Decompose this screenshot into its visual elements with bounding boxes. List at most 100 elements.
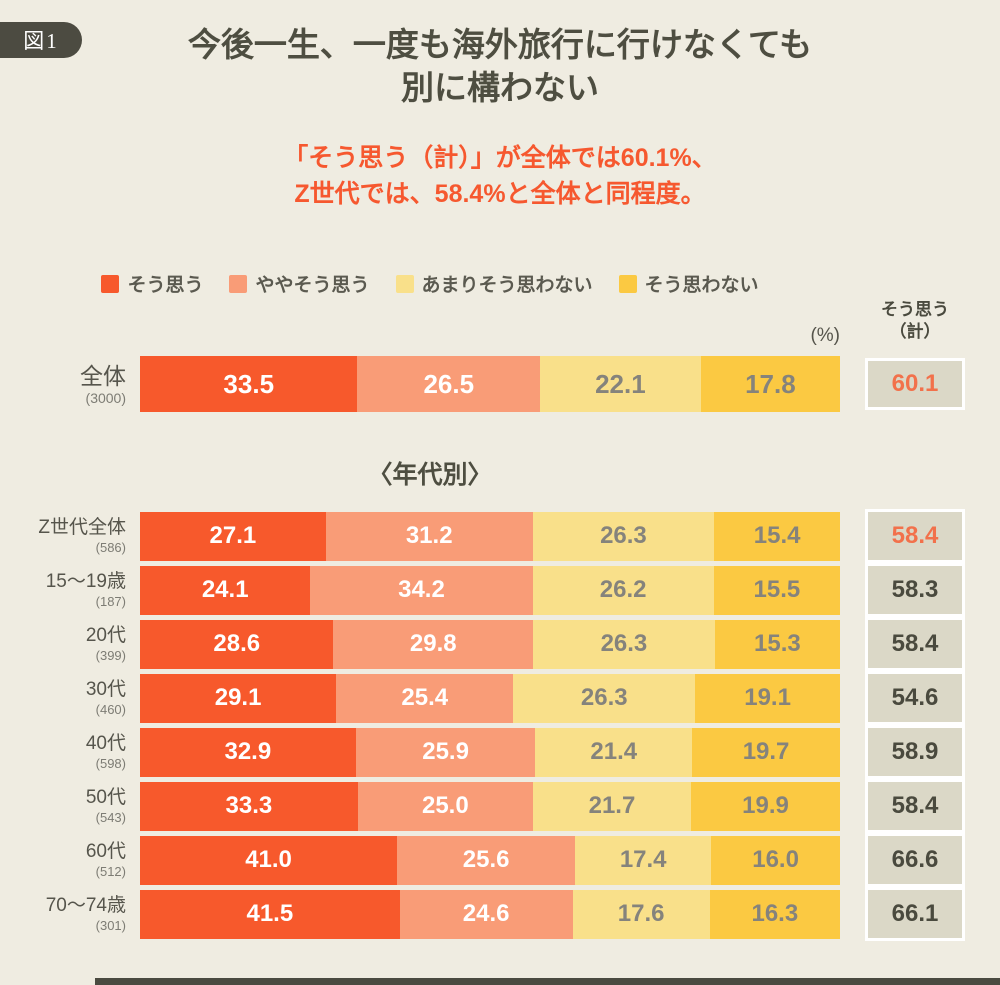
row-label-name: Z世代全体 [38,517,126,539]
row-label-count: (598) [95,756,126,772]
bar-segment-somewhat-agree: 29.8 [333,619,534,669]
total-value-box: 58.3 [865,563,965,618]
row-label: 50代 (543) [0,787,140,825]
stacked-bar: 28.6 29.8 26.3 15.3 [140,619,840,669]
total-value-box: 66.1 [865,887,965,942]
header-spacer [0,299,140,349]
legend-label: あまりそう思わない [421,275,593,297]
total-value-box: 60.1 [865,358,965,411]
row-label: 60代 (512) [0,841,140,879]
bar-segment-somewhat-agree: 25.0 [357,781,533,831]
total-value-box: 58.4 [865,617,965,672]
row-label: 30代 (460) [0,679,140,717]
stacked-bar: 27.1 31.2 26.3 15.4 [140,511,840,561]
figure-badge: 図1 [0,22,82,58]
stacked-bar: 33.5 26.5 22.1 17.8 [140,356,840,413]
bar-segment-agree: 32.9 [140,727,356,777]
row-label-count: (3000) [85,390,126,406]
bar-segment-somewhat-disagree: 17.6 [572,889,710,939]
bar-segment-somewhat-agree: 34.2 [310,565,533,615]
bar-segment-somewhat-agree: 31.2 [325,511,533,561]
stacked-bar: 24.1 34.2 26.2 15.5 [140,565,840,615]
legend-swatch-icon [101,274,120,293]
bar-segment-somewhat-disagree: 26.2 [532,565,714,615]
column-header-row: (%) そう思う （計） [0,299,1000,349]
bar-segment-somewhat-disagree: 17.4 [575,835,712,885]
total-value-box: 58.4 [865,509,965,564]
bar-segment-disagree: 15.4 [714,511,840,561]
chart-row-age: 60代 (512) 41.0 25.6 17.4 16.0 66.6 [0,833,1000,888]
footer-bar [95,978,1000,985]
row-label-name: 60代 [85,841,126,863]
row-label: Z世代全体 (586) [0,517,140,555]
legend-item-disagree: そう思わない [618,270,759,297]
bar-segment-disagree: 16.3 [709,889,841,939]
bar-segment-disagree: 17.8 [700,356,840,413]
bar-segment-agree: 24.1 [140,565,311,615]
row-label-count: (399) [95,648,126,664]
legend-swatch-icon [618,274,637,293]
chart-row-age: 50代 (543) 33.3 25.0 21.7 19.9 58.4 [0,779,1000,834]
row-label-name: 40代 [85,733,126,755]
row-label: 40代 (598) [0,733,140,771]
bar-segment-disagree: 19.9 [691,781,840,831]
unit-label: (%) [810,325,840,347]
bar-segment-somewhat-disagree: 21.4 [535,727,693,777]
bar-segment-agree: 29.1 [140,673,337,723]
overall-section: 全体 (3000) 33.5 26.5 22.1 17.8 60.1 [0,355,1000,413]
row-label: 15〜19歳 (187) [0,571,140,609]
bar-segment-somewhat-disagree: 22.1 [540,356,701,413]
legend-item-somewhat-disagree: あまりそう思わない [395,270,593,297]
stacked-bar: 41.5 24.6 17.6 16.3 [140,889,841,939]
bar-segment-agree: 41.5 [140,889,400,939]
legend-item-agree: そう思う [101,270,203,297]
bar-segment-agree: 33.5 [140,356,358,413]
chart-row-age: Z世代全体 (586) 27.1 31.2 26.3 15.4 58.4 [0,509,1000,564]
bar-segment-disagree: 19.1 [695,673,841,723]
legend-swatch-icon [395,274,414,293]
bar-segment-somewhat-agree: 25.6 [397,835,576,885]
chart-row-age: 20代 (399) 28.6 29.8 26.3 15.3 58.4 [0,617,1000,672]
bar-segment-disagree: 16.0 [711,835,840,885]
row-label-count: (586) [95,540,126,556]
row-label-name: 全体 [80,362,126,389]
bar-segment-somewhat-disagree: 26.3 [532,511,715,561]
title-line-1: 今後一生、一度も海外旅行に行けなくても [187,26,813,63]
chart-row-age: 15〜19歳 (187) 24.1 34.2 26.2 15.5 58.3 [0,563,1000,618]
section-header: 〈年代別〉 [367,461,493,490]
bar-segment-agree: 41.0 [140,835,398,885]
row-label-count: (301) [95,918,126,934]
legend-label: そう思う [127,275,204,297]
total-column-header: そう思う （計） [865,299,965,343]
bar-segment-agree: 28.6 [140,619,334,669]
stacked-bar: 32.9 25.9 21.4 19.7 [140,727,840,777]
total-value-box: 58.4 [865,779,965,834]
row-label-count: (512) [95,864,126,880]
age-group-section: Z世代全体 (586) 27.1 31.2 26.3 15.4 58.4 15〜19歳 (187… [0,509,1000,942]
bar-segment-somewhat-disagree: 26.3 [513,673,696,723]
bar-segment-somewhat-disagree: 21.7 [532,781,692,831]
chart-row-age: 40代 (598) 32.9 25.9 21.4 19.7 58.9 [0,725,1000,780]
total-value-box: 58.9 [865,725,965,780]
subtitle-line-1: 「そう思う（計）」が全体では60.1%、 [283,143,717,172]
bar-segment-somewhat-agree: 24.6 [399,889,573,939]
stacked-bar: 33.3 25.0 21.7 19.9 [140,781,840,831]
row-label-name: 30代 [85,679,126,701]
row-label-name: 50代 [85,787,126,809]
total-header-line-2: （計） [889,322,941,342]
legend-item-somewhat-agree: ややそう思う [229,270,370,297]
chart-row-age: 30代 (460) 29.1 25.4 26.3 19.1 54.6 [0,671,1000,726]
row-label-count: (187) [95,594,126,610]
row-label: 70〜74歳 (301) [0,895,140,933]
bar-segment-disagree: 15.5 [713,565,840,615]
legend: そう思う ややそう思う あまりそう思わない そう思わない [0,270,860,297]
row-label-count: (543) [95,810,126,826]
chart-row-overall: 全体 (3000) 33.5 26.5 22.1 17.8 60.1 [0,355,1000,413]
bar-segment-agree: 33.3 [140,781,358,831]
total-value-box: 66.6 [865,833,965,888]
page-title: 今後一生、一度も海外旅行に行けなくても 別に構わない [0,0,1000,110]
bar-segment-somewhat-agree: 25.4 [336,673,514,723]
bar-segment-agree: 27.1 [140,511,326,561]
legend-swatch-icon [229,274,248,293]
